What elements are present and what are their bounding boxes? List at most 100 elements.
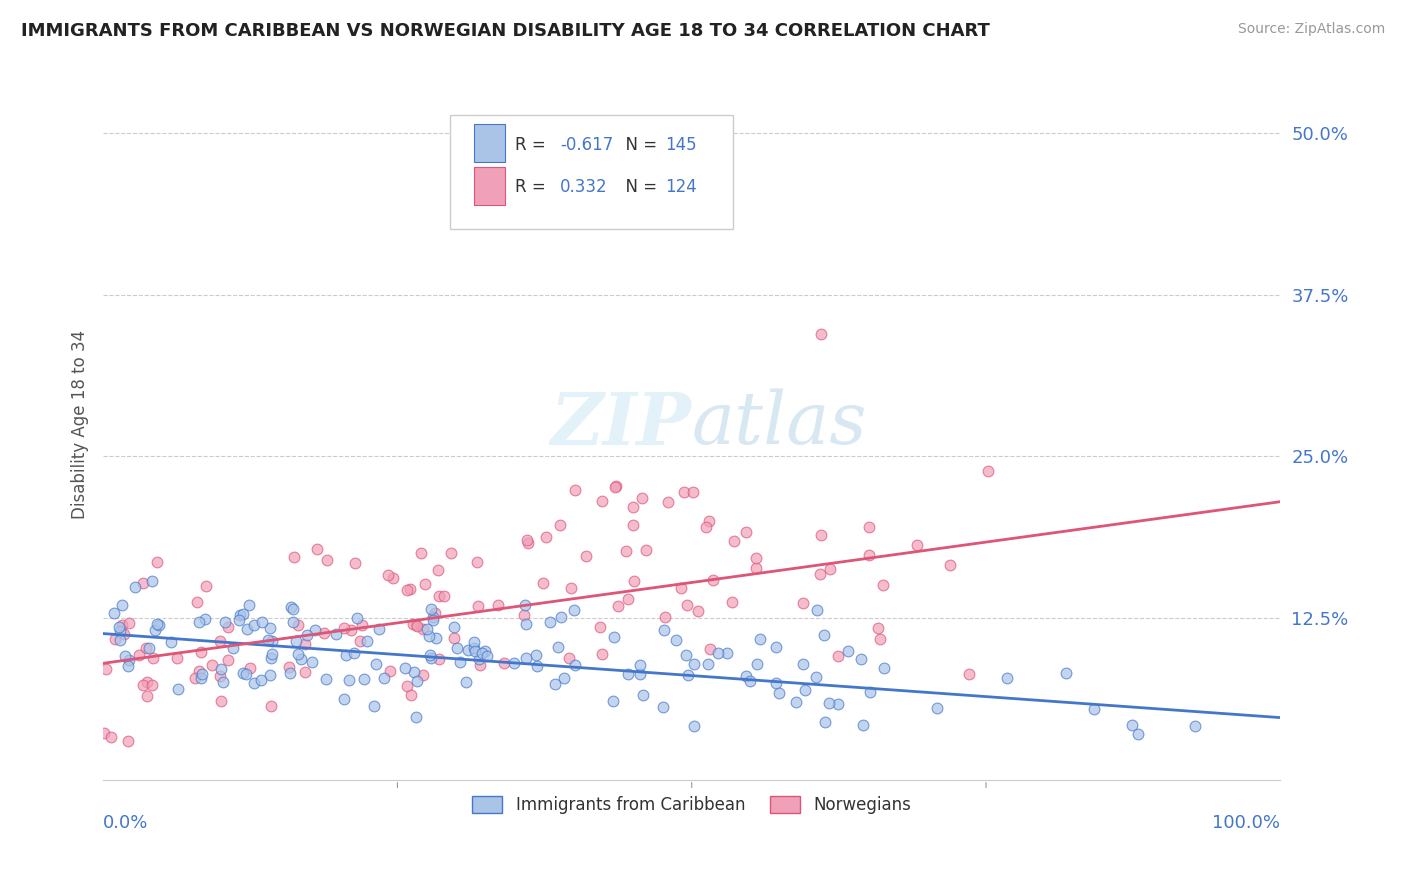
Point: [524, 648, 547, 663]
Point: [132, 678, 155, 692]
Point: [405, 618, 427, 632]
Point: [589, 620, 612, 634]
Point: [446, 640, 468, 655]
Point: [477, 648, 499, 663]
Point: [228, 613, 250, 627]
Point: [433, 590, 456, 604]
Point: [695, 519, 717, 533]
Point: [184, 671, 207, 685]
Point: [672, 485, 695, 500]
Point: [132, 576, 155, 591]
Point: [332, 691, 354, 706]
Point: [260, 651, 283, 665]
Point: [852, 717, 875, 731]
Point: [108, 620, 131, 634]
Point: [721, 595, 744, 609]
Point: [654, 623, 676, 637]
Point: [260, 647, 283, 661]
Point: [872, 578, 894, 592]
Text: 0.332: 0.332: [560, 178, 607, 196]
Point: [301, 655, 323, 669]
Point: [315, 553, 337, 567]
Point: [259, 699, 281, 714]
Point: [486, 598, 509, 612]
Point: [531, 575, 554, 590]
Point: [141, 574, 163, 588]
Point: [631, 491, 654, 505]
Point: [628, 658, 651, 673]
Point: [547, 640, 569, 655]
Point: [287, 648, 309, 662]
Point: [413, 576, 436, 591]
Text: IMMIGRANTS FROM CARIBBEAN VS NORWEGIAN DISABILITY AGE 18 TO 34 CORRELATION CHART: IMMIGRANTS FROM CARIBBEAN VS NORWEGIAN D…: [21, 22, 990, 40]
Point: [377, 567, 399, 582]
Point: [394, 661, 416, 675]
Point: [745, 561, 768, 575]
Point: [574, 549, 596, 563]
Point: [114, 649, 136, 664]
Point: [281, 615, 304, 629]
Point: [191, 667, 214, 681]
Point: [765, 675, 787, 690]
Point: [380, 664, 402, 678]
Point: [422, 614, 444, 628]
Point: [307, 542, 329, 557]
Point: [406, 673, 429, 688]
Point: [827, 697, 849, 711]
Point: [209, 662, 232, 676]
Point: [100, 730, 122, 744]
Point: [794, 683, 817, 698]
Point: [676, 599, 699, 613]
Point: [423, 606, 446, 620]
Point: [492, 656, 515, 670]
Point: [186, 595, 208, 609]
Point: [142, 650, 165, 665]
Point: [221, 641, 243, 656]
Text: 124: 124: [665, 178, 696, 196]
Point: [405, 710, 427, 724]
Point: [682, 657, 704, 671]
Point: [1083, 702, 1105, 716]
Point: [517, 536, 540, 550]
Point: [141, 678, 163, 692]
Point: [148, 618, 170, 632]
Point: [688, 604, 710, 618]
Point: [813, 628, 835, 642]
Point: [145, 555, 167, 569]
Point: [443, 620, 465, 634]
Point: [623, 574, 645, 588]
Point: [735, 669, 758, 683]
Point: [290, 652, 312, 666]
Point: [243, 676, 266, 690]
Point: [562, 603, 585, 617]
Point: [143, 623, 166, 637]
Point: [304, 623, 326, 637]
Point: [806, 670, 828, 684]
Point: [287, 618, 309, 632]
Point: [250, 673, 273, 687]
Legend: Immigrants from Caribbean, Norwegians: Immigrants from Caribbean, Norwegians: [465, 789, 918, 822]
Point: [346, 611, 368, 625]
Point: [117, 734, 139, 748]
Point: [209, 634, 232, 648]
Point: [420, 650, 443, 665]
Point: [166, 651, 188, 665]
Point: [457, 642, 479, 657]
Point: [464, 644, 486, 658]
Point: [117, 659, 139, 673]
Point: [564, 658, 586, 673]
Point: [401, 617, 423, 632]
Point: [124, 580, 146, 594]
Point: [333, 621, 356, 635]
Point: [118, 615, 141, 630]
Point: [866, 622, 889, 636]
Point: [259, 668, 281, 682]
Point: [422, 610, 444, 624]
Point: [702, 573, 724, 587]
Point: [675, 648, 697, 662]
Text: atlas: atlas: [692, 389, 868, 459]
Point: [818, 562, 841, 576]
Point: [792, 596, 814, 610]
Point: [364, 657, 387, 671]
Point: [94, 663, 117, 677]
